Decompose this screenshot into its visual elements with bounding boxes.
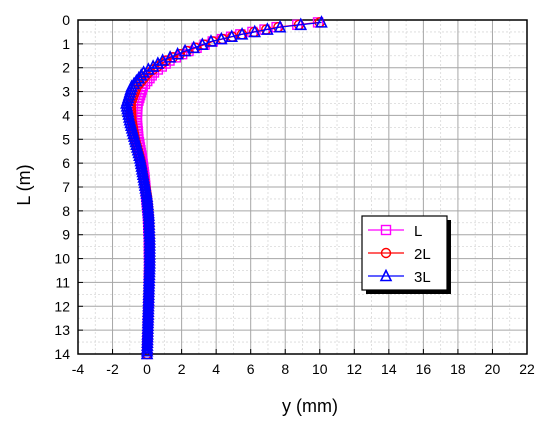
x-tick-label: 14 <box>381 361 397 377</box>
data-point <box>171 46 184 60</box>
y-tick-label: 1 <box>62 36 70 52</box>
legend-marker <box>379 268 393 282</box>
legend-label: L <box>414 223 422 240</box>
y-tick-label: 9 <box>62 227 70 243</box>
x-tick-label: 10 <box>312 361 328 377</box>
data-point <box>140 343 154 357</box>
data-point <box>261 22 274 35</box>
data-point <box>215 31 228 45</box>
x-tick-label: 16 <box>416 361 432 377</box>
data-point <box>146 59 160 72</box>
legend-label: 2L <box>414 246 431 263</box>
data-point <box>137 65 150 78</box>
series-group <box>120 15 328 360</box>
x-tick-label: 12 <box>347 361 363 377</box>
data-point <box>204 34 218 47</box>
y-tick-label: 13 <box>54 322 70 338</box>
x-tick-label: 18 <box>450 361 466 377</box>
data-point <box>130 73 143 87</box>
data-point <box>248 24 262 38</box>
data-point <box>273 19 287 33</box>
data-point <box>163 50 177 63</box>
data-point <box>196 37 209 50</box>
y-tick-label: 14 <box>54 346 70 362</box>
data-point <box>156 53 169 66</box>
y-tick-label: 3 <box>62 84 70 100</box>
legend-label: 3L <box>414 269 431 286</box>
data-point <box>142 62 155 75</box>
y-tick-label: 5 <box>62 131 70 147</box>
data-point <box>294 17 308 31</box>
x-tick-label: 6 <box>247 361 255 377</box>
series-line <box>136 21 319 355</box>
x-ticks: -4 -2 0 2 4 6 8 10 12 14 16 18 20 22 <box>72 349 535 377</box>
series-3l <box>120 15 328 360</box>
x-tick-label: 4 <box>212 361 220 377</box>
legend-marker <box>380 247 392 259</box>
y-tick-label: 6 <box>62 155 70 171</box>
data-point <box>187 40 200 54</box>
data-point <box>151 56 165 69</box>
data-point <box>225 29 238 43</box>
y-tick-label: 0 <box>62 12 70 28</box>
y-tick-label: 7 <box>62 179 70 195</box>
data-point <box>134 68 148 81</box>
series-2l <box>125 17 325 360</box>
y-tick-label: 11 <box>55 274 70 290</box>
y-tick-label: 2 <box>62 60 70 76</box>
x-tick-label: 22 <box>519 361 535 377</box>
x-tick-label: 8 <box>281 361 289 377</box>
x-tick-label: 20 <box>485 361 501 377</box>
y-tick-label: 10 <box>54 251 70 267</box>
data-point <box>315 15 328 28</box>
data-point <box>235 27 249 40</box>
data-point <box>132 70 146 84</box>
data-point <box>140 346 154 360</box>
data-point <box>178 43 192 57</box>
y-tick-label: 4 <box>62 107 70 123</box>
y-axis-title: L (m) <box>14 164 34 205</box>
y-tick-label: 8 <box>62 203 70 219</box>
x-tick-label: -2 <box>106 361 119 377</box>
y-tick-label: 12 <box>54 298 70 314</box>
x-tick-label: 0 <box>143 361 151 377</box>
x-axis-title: y (mm) <box>282 396 338 416</box>
minor-grid <box>78 20 527 354</box>
x-tick-label: 2 <box>178 361 186 377</box>
data-point <box>127 76 141 90</box>
data-point <box>140 341 154 354</box>
legend: L 2L 3L <box>361 215 451 294</box>
legend-marker <box>380 224 392 236</box>
x-tick-label: -4 <box>72 361 85 377</box>
